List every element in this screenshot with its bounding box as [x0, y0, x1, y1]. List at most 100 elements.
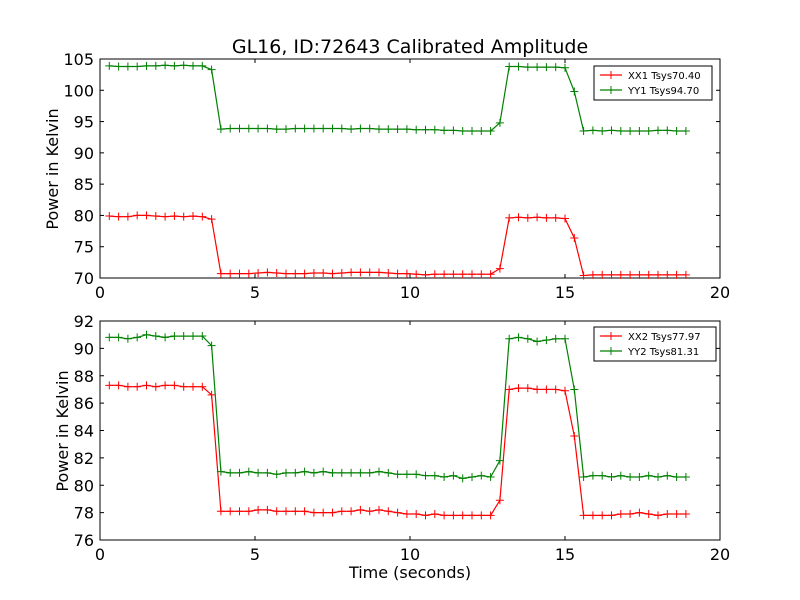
bottom-series-2-point — [244, 467, 253, 476]
top-y-tick-label: 75 — [74, 238, 94, 257]
bottom-series-1-point — [142, 381, 151, 390]
bottom-series-1-point — [114, 381, 123, 390]
bottom-series-2-point — [542, 336, 551, 345]
top-legend-marker-2 — [607, 86, 615, 94]
top-series-1-point — [272, 268, 281, 277]
top-series-2-point — [319, 124, 328, 133]
bottom-x-tick-label: 10 — [400, 545, 420, 564]
bottom-series-2-point — [105, 333, 114, 342]
top-series-2-point — [384, 125, 393, 134]
bottom-series-2-point — [347, 468, 356, 477]
bottom-series-1-point — [514, 384, 523, 393]
bottom-series-1-point — [393, 508, 402, 517]
bottom-series-1-point — [254, 505, 263, 514]
top-series-2-point — [142, 61, 151, 70]
top-series-1-point — [477, 270, 486, 279]
top-series-1-point — [523, 213, 532, 222]
bottom-series-2-point — [523, 334, 532, 343]
bottom-series-2-point — [598, 471, 607, 480]
top-series-2-point — [672, 126, 681, 135]
top-series-2-point — [393, 125, 402, 134]
bottom-series-1-point — [384, 507, 393, 516]
top-series-2-point — [105, 61, 114, 70]
bottom-series-2-point — [561, 334, 569, 343]
top-legend-label-1: XX1 Tsys70.40 — [628, 71, 701, 82]
bottom-series-2-point — [300, 467, 309, 476]
bottom-series-2-point — [216, 467, 225, 476]
bottom-series-2-point — [430, 471, 439, 480]
top-series-2-point — [356, 124, 365, 133]
top-series-2-point — [328, 124, 337, 133]
top-series-1-point — [598, 270, 607, 279]
top-plot-panel: 0 5 10 15 20 70 75 80 85 90 95 100 105 XX1 Tsys70.40 Y… — [63, 50, 730, 302]
top-series-2-point — [542, 63, 551, 72]
top-series-2-point — [375, 125, 383, 134]
top-series-2-point — [179, 61, 188, 70]
bottom-y-tick-label: 82 — [74, 449, 94, 468]
top-series-2-point — [579, 126, 588, 135]
top-y-tick-label: 70 — [74, 269, 94, 288]
top-series-2-point — [263, 124, 272, 133]
bottom-series-1-point — [347, 507, 356, 516]
top-y-tick-label: 95 — [74, 113, 94, 132]
top-series-2-point — [654, 126, 662, 135]
top-series-2-point — [161, 61, 170, 70]
top-series-1-point — [161, 212, 170, 221]
bottom-series-2-point — [663, 471, 672, 480]
top-series-2-point — [523, 63, 532, 72]
top-x-tick-label: 0 — [95, 283, 105, 302]
top-series-2-point — [216, 125, 225, 134]
top-series-1-point — [198, 212, 207, 221]
top-y-tick-label: 100 — [63, 81, 94, 100]
top-y-tick-label: 80 — [74, 206, 94, 225]
top-series-1-point — [551, 213, 560, 222]
top-x-tick-label: 5 — [250, 283, 260, 302]
bottom-series-2-point — [551, 334, 560, 343]
bottom-series-2-point — [468, 473, 476, 482]
top-series-2-point — [254, 124, 263, 133]
bottom-y-tick-label: 90 — [74, 339, 94, 358]
top-series-1-point — [226, 269, 235, 278]
bottom-y-tick-label: 88 — [74, 367, 94, 386]
top-series-1-point — [151, 212, 160, 221]
top-series-2-point — [561, 63, 569, 72]
top-series-1-point — [105, 212, 114, 221]
bottom-series-1-point — [468, 511, 476, 520]
top-series-1-point — [170, 212, 179, 221]
bottom-series-1-point — [495, 496, 504, 505]
top-series-1-point — [384, 268, 393, 277]
top-series-2-point — [300, 124, 309, 133]
top-x-tick-label: 20 — [710, 283, 730, 302]
bottom-x-tick-label: 5 — [250, 545, 260, 564]
bottom-series-1-point — [189, 382, 197, 391]
top-series-2-point — [244, 124, 253, 133]
bottom-series-1-point — [635, 508, 644, 517]
top-series-1-point — [570, 233, 579, 242]
bottom-series-2-point — [421, 471, 430, 480]
top-legend-marker-1 — [607, 71, 615, 79]
top-series-2-point — [272, 125, 281, 134]
top-series-1-point — [114, 212, 123, 221]
bottom-series-2-point — [365, 468, 374, 477]
top-series-1-point — [440, 270, 449, 279]
top-series-1-point — [542, 213, 551, 222]
top-series-2-point — [309, 124, 318, 133]
bottom-series-1-point — [328, 508, 337, 517]
bottom-series-2-point — [207, 341, 216, 350]
top-series-1-point — [337, 268, 346, 277]
top-series-2-point — [616, 126, 625, 135]
top-series-1-point — [486, 270, 495, 279]
top-series-2-point — [412, 125, 421, 134]
bottom-legend-label-1: XX2 Tsys77.97 — [628, 332, 701, 343]
top-series-1-point — [533, 213, 542, 222]
bottom-series-1-point — [263, 505, 272, 514]
bottom-legend-marker-1 — [607, 332, 615, 340]
bottom-series-1-point — [477, 511, 486, 520]
chart-title: GL16, ID:72643 Calibrated Amplitude — [232, 36, 588, 58]
top-series-2-point — [458, 126, 467, 135]
top-series-2-point — [468, 126, 476, 135]
top-x-tick-label: 10 — [400, 283, 420, 302]
top-series-1-point — [244, 269, 253, 278]
bottom-series-2-point — [412, 470, 421, 479]
top-series-1-point — [263, 268, 272, 277]
